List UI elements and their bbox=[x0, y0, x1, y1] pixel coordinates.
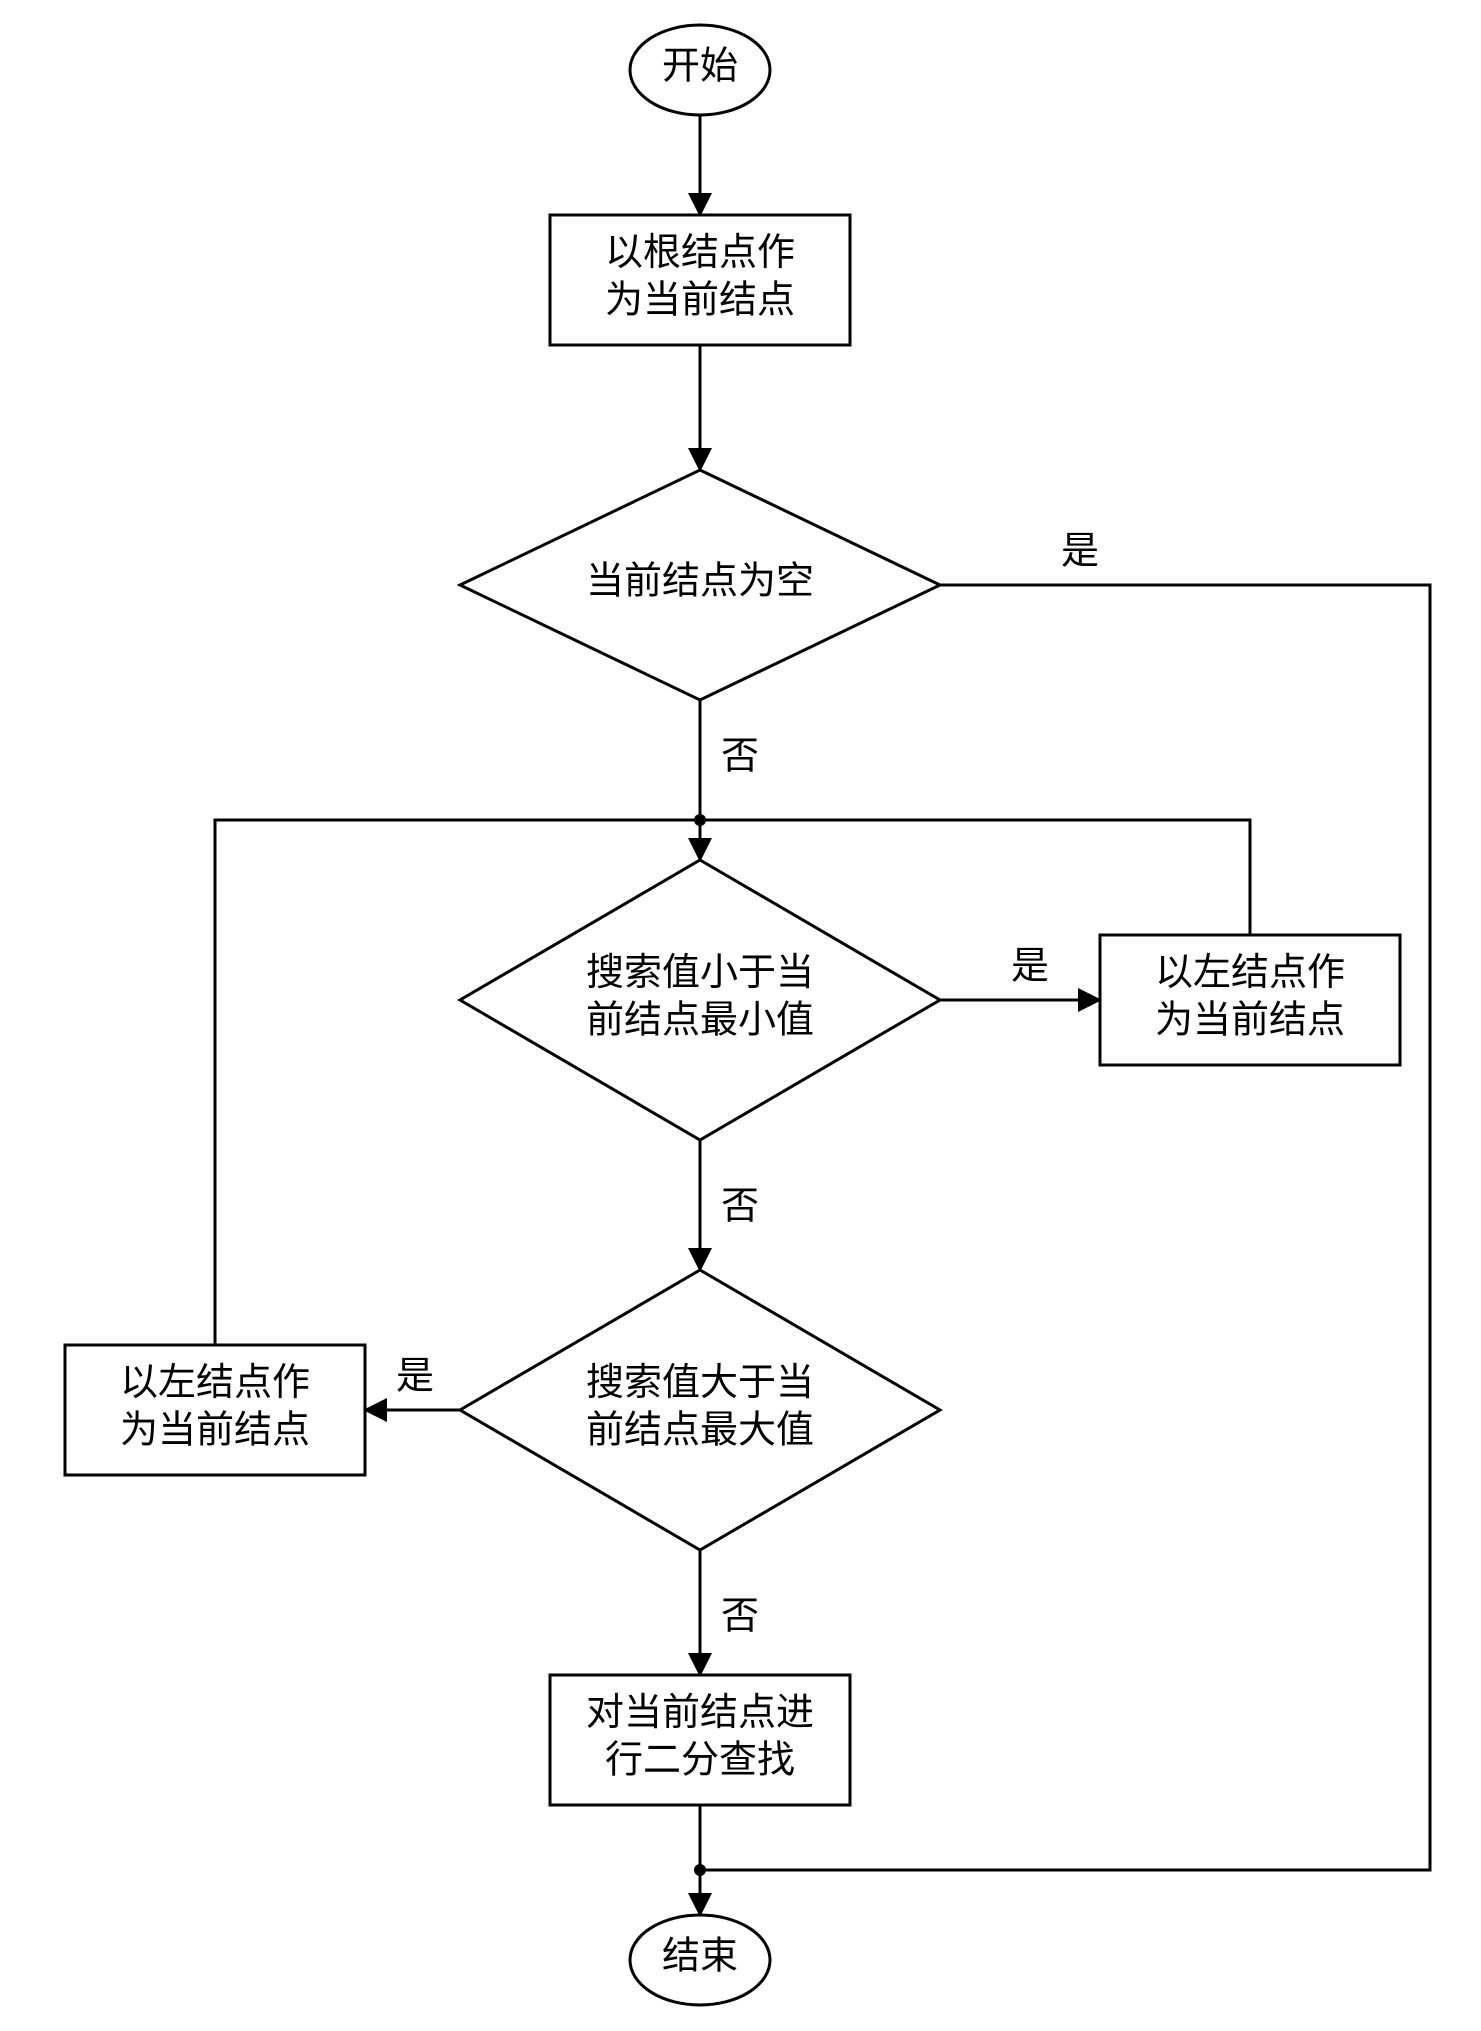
svg-text:以左结点作: 以左结点作 bbox=[120, 1362, 310, 1404]
edge-label-e_d2_yes: 是 bbox=[1011, 946, 1049, 988]
svg-text:前结点最大值: 前结点最大值 bbox=[586, 1409, 814, 1451]
edge-label-e_d2_no: 否 bbox=[721, 1186, 759, 1228]
edge-label-e_d3_yes: 是 bbox=[396, 1356, 434, 1398]
flowchart-canvas: 否是否是否是开始以根结点作为当前结点当前结点为空搜索值小于当前结点最小值以左结点… bbox=[0, 0, 1481, 2031]
edge-label-e_d3_no: 否 bbox=[721, 1596, 759, 1638]
svg-text:以根结点作: 以根结点作 bbox=[605, 232, 795, 274]
svg-text:为当前结点: 为当前结点 bbox=[605, 279, 795, 321]
svg-text:为当前结点: 为当前结点 bbox=[120, 1409, 310, 1451]
svg-text:对当前结点进: 对当前结点进 bbox=[586, 1692, 814, 1734]
edge-label-e_d1_yes: 是 bbox=[1061, 531, 1099, 573]
svg-text:结束: 结束 bbox=[662, 1936, 738, 1978]
svg-text:开始: 开始 bbox=[662, 46, 738, 88]
svg-text:行二分查找: 行二分查找 bbox=[605, 1739, 795, 1781]
merge-dot-0 bbox=[694, 814, 706, 826]
svg-text:搜索值小于当: 搜索值小于当 bbox=[586, 952, 814, 994]
svg-text:搜索值大于当: 搜索值大于当 bbox=[586, 1362, 814, 1404]
merge-dot-1 bbox=[694, 1864, 706, 1876]
svg-text:为当前结点: 为当前结点 bbox=[1155, 999, 1345, 1041]
edge-label-e_d1_d2_no: 否 bbox=[721, 736, 759, 778]
svg-text:以左结点作: 以左结点作 bbox=[1155, 952, 1345, 994]
svg-text:前结点最小值: 前结点最小值 bbox=[586, 999, 814, 1041]
svg-text:当前结点为空: 当前结点为空 bbox=[586, 561, 814, 603]
